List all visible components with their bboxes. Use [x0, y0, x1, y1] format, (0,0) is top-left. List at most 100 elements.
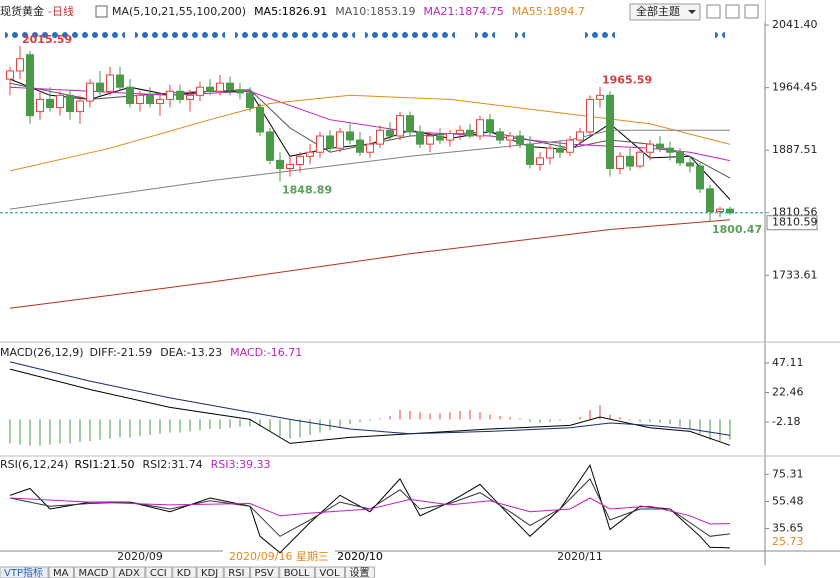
- candle-body: [406, 115, 414, 133]
- legend-entry: MACD:-16.71: [230, 346, 302, 359]
- candle-body: [206, 86, 214, 92]
- legend-entry: MA21:1874.75: [424, 5, 504, 18]
- candle-body: [696, 165, 704, 190]
- indicator-label: RSI(6,12,24): [0, 458, 68, 471]
- candle-body: [626, 155, 634, 167]
- candle-body: [616, 155, 624, 169]
- candle-body: [606, 94, 614, 169]
- toolbar-tab[interactable]: [145, 566, 173, 578]
- candle-body: [656, 143, 664, 149]
- ma-toggle[interactable]: [95, 5, 108, 18]
- toolbar-tab[interactable]: [345, 566, 376, 578]
- y-tick-label: 35.65: [772, 522, 804, 535]
- toolbar-tab[interactable]: [172, 566, 197, 578]
- signal-dot-group: [135, 28, 225, 38]
- candle-body: [56, 94, 64, 109]
- header-bar: [0, 0, 765, 22]
- candle-body: [636, 151, 644, 167]
- y-tick-label: 55.48: [772, 494, 804, 507]
- toolbar-tab-label: BOLL: [284, 568, 310, 578]
- candle-body: [166, 90, 174, 100]
- signal-dot-group: [365, 28, 455, 38]
- candle-body: [436, 135, 444, 141]
- dropdown-arrow: [688, 10, 696, 14]
- candle-body: [256, 107, 264, 133]
- candle-body: [396, 115, 404, 137]
- candle-body: [586, 98, 594, 133]
- toolbar-tab[interactable]: [0, 566, 49, 578]
- candle-body: [296, 155, 304, 165]
- candle-body: [466, 129, 474, 137]
- toolbar-tab[interactable]: [196, 566, 224, 578]
- y-tick-label: 1733.61: [772, 268, 818, 281]
- candle-body: [126, 86, 134, 104]
- toolbar-tab-label: VOL: [319, 568, 340, 578]
- candle-body: [286, 163, 294, 169]
- x-tick-label: 2020/09: [117, 550, 163, 563]
- candle-body: [486, 119, 494, 133]
- y-tick-label: -2.18: [772, 415, 800, 428]
- candle-body: [666, 147, 674, 153]
- toolbar-tab[interactable]: [48, 566, 74, 578]
- theme-menu-label: 全部主题: [636, 4, 680, 18]
- toolbar-tab-label: VTP指标: [4, 566, 43, 578]
- toolbar-tab[interactable]: [113, 566, 146, 578]
- legend-entry: RSI2:31.74: [143, 458, 203, 471]
- candle-body: [596, 94, 604, 100]
- candle-body: [216, 82, 224, 92]
- indicator-line: [9, 129, 730, 210]
- toolbar-tab[interactable]: [279, 566, 315, 578]
- candle-body: [16, 58, 24, 72]
- cursor-label: 2020/09/16 星期三: [229, 550, 329, 563]
- toolbar-icon[interactable]: [744, 4, 759, 19]
- y-tick-label: 47.11: [772, 356, 804, 369]
- candle-body: [416, 131, 424, 145]
- theme-menu[interactable]: [629, 3, 701, 21]
- last-price-box: [766, 215, 818, 231]
- toolbar-tab-label: PSV: [255, 568, 274, 578]
- toolbar-tab-label: MA: [53, 568, 69, 578]
- candle-body: [716, 208, 724, 213]
- indicator-line: [9, 478, 731, 537]
- candle-body: [276, 159, 284, 169]
- candle-body: [76, 100, 84, 113]
- candle-body: [426, 135, 434, 145]
- signal-dot-group: [515, 28, 525, 38]
- extreme-label: 1800.47: [712, 223, 762, 236]
- legend-entry: RSI3:39.33: [211, 458, 271, 471]
- candle-body: [186, 94, 194, 100]
- toolbar-icon[interactable]: [725, 4, 740, 19]
- x-tick-label: 2020/10: [337, 550, 383, 563]
- candle-body: [116, 74, 124, 88]
- signal-dots: [5, 28, 725, 38]
- y-tick-label: 1964.45: [772, 81, 818, 94]
- candle-body: [146, 94, 154, 104]
- candle-body: [476, 119, 484, 137]
- legend-entry: MA55:1894.7: [512, 5, 585, 18]
- signal-dot-group: [585, 28, 615, 38]
- cursor-label-box: [223, 550, 335, 564]
- candle-body: [726, 208, 734, 214]
- toolbar-tab[interactable]: [73, 566, 114, 578]
- candle-body: [566, 139, 574, 153]
- signal-dot-group: [5, 28, 125, 38]
- candle-body: [196, 86, 204, 96]
- candle-body: [526, 143, 534, 165]
- candle-body: [506, 135, 514, 141]
- candle-body: [316, 135, 324, 153]
- candle-body: [106, 74, 114, 92]
- candle-body: [536, 157, 544, 165]
- toolbar-tab-label: RSI: [228, 568, 244, 578]
- toolbar-tab[interactable]: [223, 566, 250, 578]
- indicator-line: [9, 464, 731, 554]
- toolbar-tab[interactable]: [250, 566, 280, 578]
- candle-body: [246, 92, 254, 109]
- candle-body: [546, 147, 554, 159]
- toolbar-icon[interactable]: [706, 4, 721, 19]
- indicator-line: [9, 94, 731, 172]
- candle-body: [66, 94, 74, 113]
- toolbar-tab[interactable]: [314, 566, 346, 578]
- candle-body: [516, 135, 524, 145]
- candle-body: [336, 131, 344, 149]
